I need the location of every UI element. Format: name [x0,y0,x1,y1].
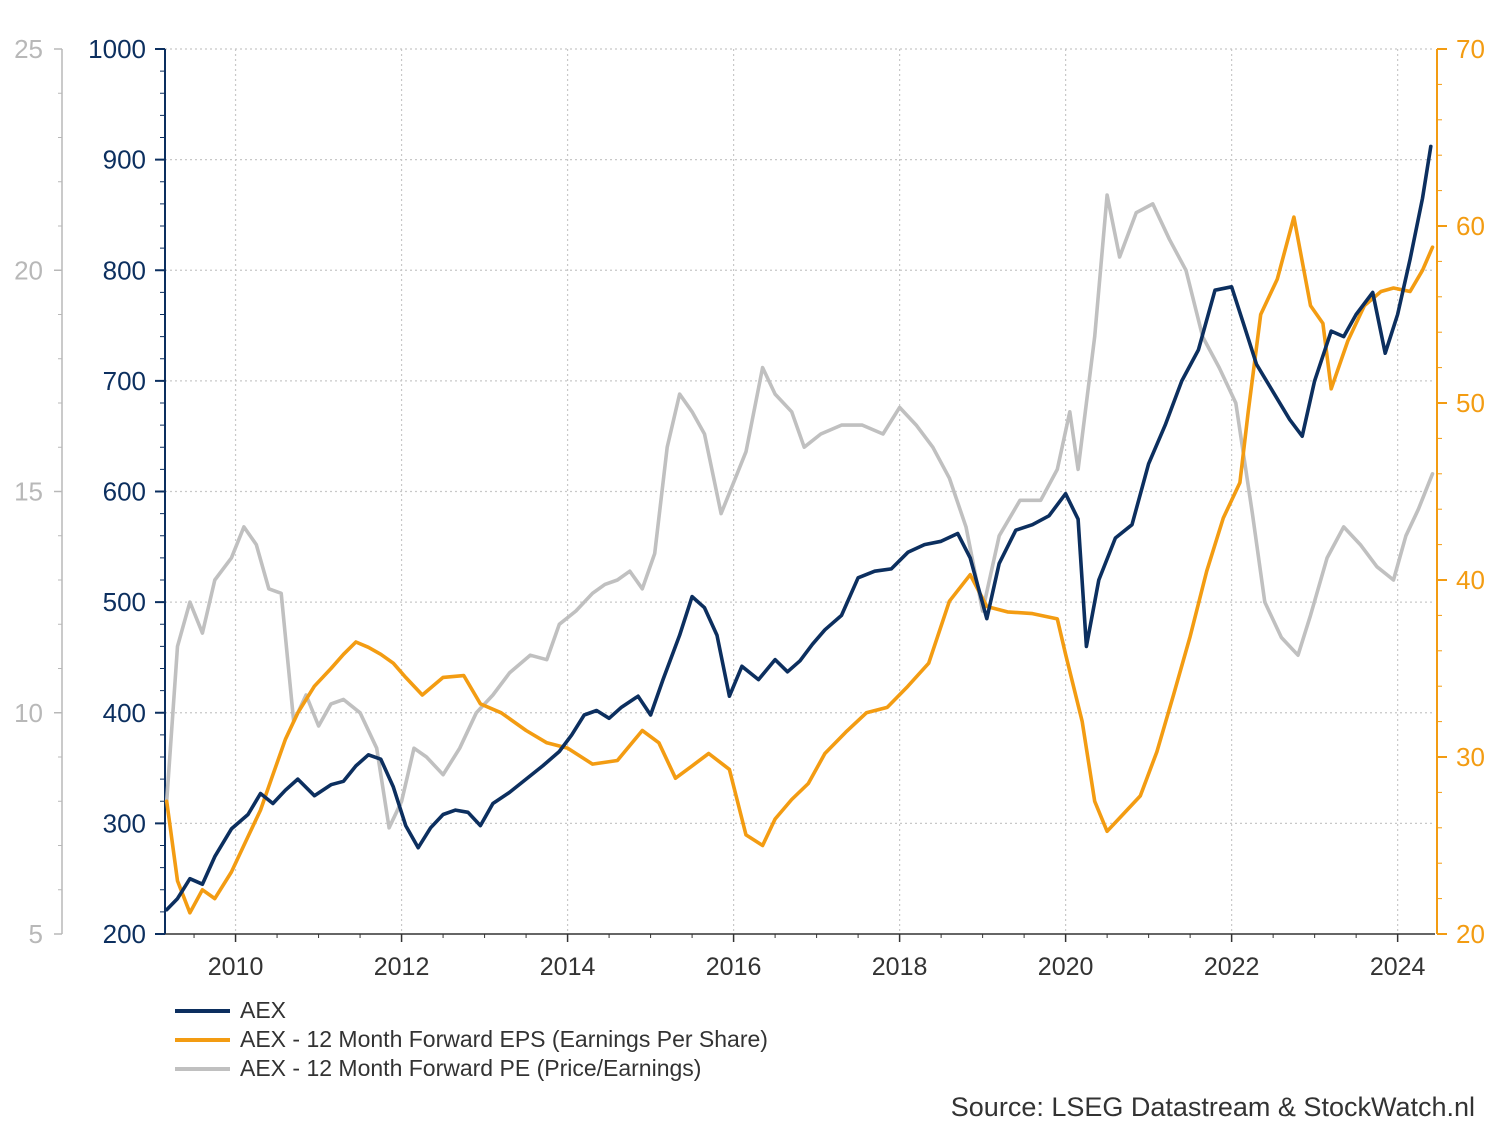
legend-label-pe: AEX - 12 Month Forward PE (Price/Earning… [240,1055,702,1081]
x-tick-label: 2020 [1038,953,1094,981]
aex-tick-label: 600 [103,477,146,507]
legend-item-eps: AEX - 12 Month Forward EPS (Earnings Per… [175,1025,768,1054]
x-tick-label: 2014 [540,953,596,981]
aex-tick-label: 300 [103,808,146,838]
aex-series-line [164,144,1433,912]
x-tick-label: 2010 [208,953,264,981]
legend-swatch-aex [175,1008,230,1013]
axes: 2010 2012 2014 2016 2018 2020 2022 202420030040… [14,34,1485,981]
pe-tick-label: 5 [29,919,43,949]
legend-item-pe: AEX - 12 Month Forward PE (Price/Earning… [175,1054,768,1083]
aex-tick-label: 800 [103,255,146,285]
source-note: Source: LSEG Datastream & StockWatch.nl [950,1092,1475,1122]
aex-tick-label: 1000 [88,34,146,64]
legend: AEX AEX - 12 Month Forward EPS (Earnings… [175,996,768,1083]
x-tick-label: 2022 [1204,953,1260,981]
pe-series-line [164,193,1435,830]
eps-tick-label: 30 [1456,742,1485,772]
legend-item-aex: AEX [175,996,768,1025]
x-tick-label: 2012 [374,953,430,981]
aex-tick-label: 700 [103,366,146,396]
eps-series-line [164,215,1435,915]
pe-tick-label: 25 [14,34,43,64]
legend-swatch-eps [175,1037,230,1042]
x-tick-label: 2024 [1370,953,1426,981]
legend-label-aex: AEX [240,997,287,1023]
chart: 2010 2012 2014 2016 2018 2020 2022 202420030040… [14,34,1485,981]
x-tick-label: 2016 [706,953,762,981]
aex-tick-label: 400 [103,698,146,728]
eps-tick-label: 60 [1456,211,1485,241]
pe-tick-label: 15 [14,477,43,507]
series-lines [164,144,1435,915]
legend-swatch-pe [175,1066,230,1071]
eps-tick-label: 20 [1456,919,1485,949]
legend-label-eps: AEX - 12 Month Forward EPS (Earnings Per… [240,1026,768,1052]
grid-lines [165,48,1435,934]
eps-tick-label: 70 [1456,34,1485,64]
pe-tick-label: 20 [14,255,43,285]
aex-tick-label: 200 [103,919,146,949]
aex-tick-label: 900 [103,145,146,175]
aex-tick-label: 500 [103,587,146,617]
pe-tick-label: 10 [14,698,43,728]
x-tick-label: 2018 [872,953,928,981]
eps-tick-label: 40 [1456,565,1485,595]
eps-tick-label: 50 [1456,388,1485,418]
